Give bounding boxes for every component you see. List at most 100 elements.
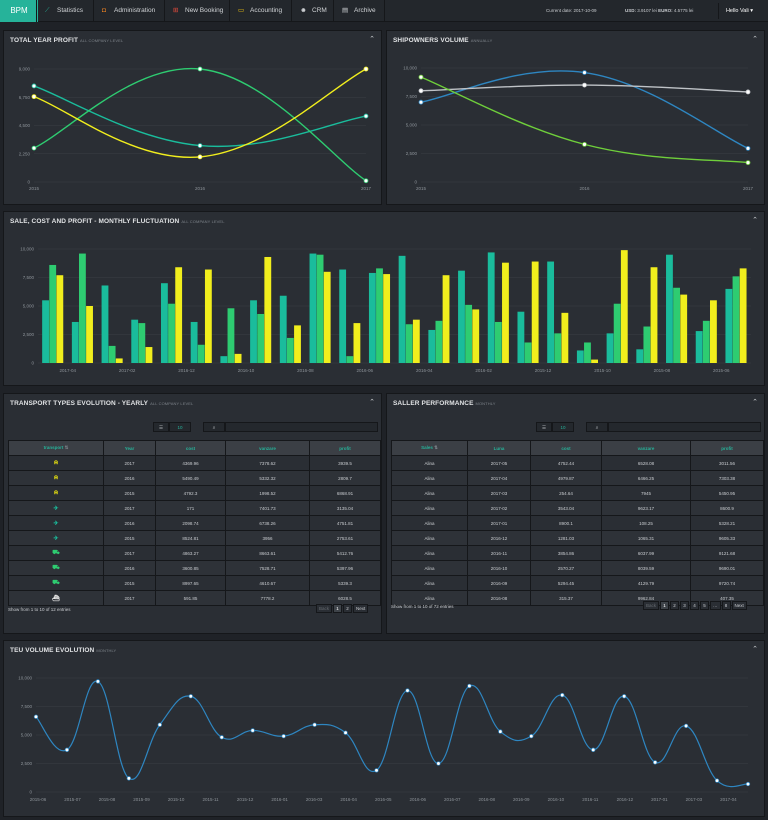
data-point[interactable] (374, 768, 379, 773)
data-point[interactable] (250, 728, 255, 733)
bar[interactable] (710, 300, 717, 363)
data-point[interactable] (157, 722, 162, 727)
bar[interactable] (42, 300, 49, 363)
bar[interactable] (636, 349, 644, 363)
bar[interactable] (398, 255, 406, 363)
brand-logo[interactable]: BPM (0, 0, 38, 22)
bar[interactable] (620, 250, 628, 363)
data-point[interactable] (363, 113, 369, 119)
bar[interactable] (197, 344, 205, 363)
data-point[interactable] (312, 722, 317, 727)
bar[interactable] (405, 324, 413, 363)
bar[interactable] (250, 300, 257, 363)
bar[interactable] (339, 269, 347, 363)
bar[interactable] (547, 261, 555, 363)
page-button[interactable]: 5 (700, 601, 710, 610)
table-row[interactable]: Alina 2017-05 4752.44 6528.08 3011.56 (391, 455, 764, 471)
collapse-icon[interactable]: ⌃ (752, 399, 758, 406)
data-point[interactable] (418, 88, 424, 94)
bar[interactable] (353, 323, 361, 363)
table-row[interactable]: ⍾ 2017 4369.96 7378.62 3939.5 (8, 455, 381, 471)
bar[interactable] (168, 303, 175, 363)
data-point[interactable] (582, 141, 587, 147)
bar[interactable] (346, 356, 354, 363)
bar[interactable] (108, 345, 116, 363)
data-point[interactable] (683, 723, 689, 729)
bar[interactable] (576, 350, 584, 363)
bar[interactable] (591, 359, 598, 363)
bar[interactable] (131, 319, 139, 363)
col-profit[interactable]: profit (690, 440, 764, 456)
data-point[interactable] (95, 679, 101, 684)
bar[interactable] (160, 283, 168, 363)
search-icon[interactable]: ⌕ (586, 422, 608, 432)
col-transport[interactable]: transport ⇅ (8, 440, 104, 456)
bar[interactable] (524, 342, 532, 363)
table-row[interactable]: Alina 2017-02 3543.04 9623.17 8600.9 (391, 500, 764, 516)
bar[interactable] (204, 269, 212, 363)
bar[interactable] (502, 262, 509, 363)
collapse-icon[interactable]: ⌃ (369, 399, 375, 406)
data-point[interactable] (745, 89, 751, 95)
table-row[interactable]: Alina 2016-12 1281.03 1065.31 9605.33 (391, 530, 764, 546)
search-input[interactable] (608, 422, 761, 432)
bar[interactable] (294, 325, 301, 363)
col-sales[interactable]: Sales ⇅ (391, 440, 468, 456)
bar[interactable] (234, 353, 242, 363)
table-row[interactable]: ✈ 2016 2098.74 6738.26 4751.81 (8, 515, 381, 531)
table-row[interactable]: Alina 2017-01 8900.1 108.25 5328.21 (391, 515, 764, 531)
data-point[interactable] (197, 154, 203, 160)
collapse-icon[interactable]: ⌃ (752, 36, 758, 43)
bar[interactable] (561, 312, 569, 363)
collapse-icon[interactable]: ⌃ (752, 646, 758, 653)
page-size-select[interactable]: 10 (169, 422, 191, 432)
data-point[interactable] (219, 735, 224, 740)
data-point[interactable] (582, 82, 587, 88)
table-row[interactable]: ⛴ 2017 591.85 7778.2 6028.5 (8, 590, 381, 606)
bar[interactable] (494, 321, 502, 363)
bar[interactable] (71, 321, 79, 363)
collapse-icon[interactable]: ⌃ (752, 217, 758, 224)
search-input[interactable] (225, 422, 378, 432)
bar[interactable] (554, 333, 562, 363)
bar[interactable] (465, 304, 473, 363)
bar[interactable] (606, 333, 614, 363)
table-row[interactable]: Alina 2016-10 2570.27 8039.59 9690.01 (391, 560, 764, 576)
table-row[interactable]: Alina 2016-09 5294.45 4129.79 9720.74 (391, 575, 764, 591)
nav-statistics[interactable]: ⟋ Statistics (36, 0, 93, 22)
data-point[interactable] (197, 66, 203, 72)
data-point[interactable] (31, 83, 37, 89)
bar[interactable] (458, 270, 465, 363)
data-point[interactable] (622, 694, 627, 699)
bar[interactable] (145, 347, 153, 363)
data-point[interactable] (529, 733, 534, 739)
bar[interactable] (428, 329, 436, 363)
user-menu[interactable]: Hello Vali ▾ (718, 3, 760, 19)
data-point[interactable] (560, 692, 565, 698)
data-point[interactable] (436, 761, 441, 766)
table-row[interactable]: ⛟ 2016 3600.85 7528.71 5397.96 (8, 560, 381, 576)
table-row[interactable]: ⛟ 2017 4863.27 8663.61 5412.76 (8, 545, 381, 561)
bar[interactable] (56, 275, 64, 363)
bar[interactable] (49, 264, 57, 363)
data-point[interactable] (745, 781, 751, 787)
bar[interactable] (190, 321, 198, 363)
table-row[interactable]: ⍾ 2016 5490.49 5332.32 2809.7 (8, 470, 381, 486)
table-row[interactable]: Alina 2016-11 3854.86 6037.99 9121.68 (391, 545, 764, 561)
page-button-active[interactable]: 1 (333, 604, 343, 613)
page-button[interactable]: … (710, 601, 721, 610)
bar[interactable] (695, 331, 703, 363)
data-point[interactable] (363, 178, 369, 184)
next-page-button[interactable]: Next (353, 604, 369, 613)
bar[interactable] (101, 285, 109, 363)
bar[interactable] (227, 308, 235, 363)
data-point[interactable] (343, 730, 348, 735)
bar[interactable] (650, 267, 658, 363)
data-point[interactable] (591, 747, 596, 752)
bar[interactable] (309, 253, 317, 363)
bar[interactable] (412, 319, 420, 363)
nav-archive[interactable]: ▤ Archive (333, 0, 385, 22)
data-point[interactable] (498, 729, 503, 734)
data-point[interactable] (745, 145, 751, 151)
list-icon[interactable]: ☰ (153, 422, 169, 432)
